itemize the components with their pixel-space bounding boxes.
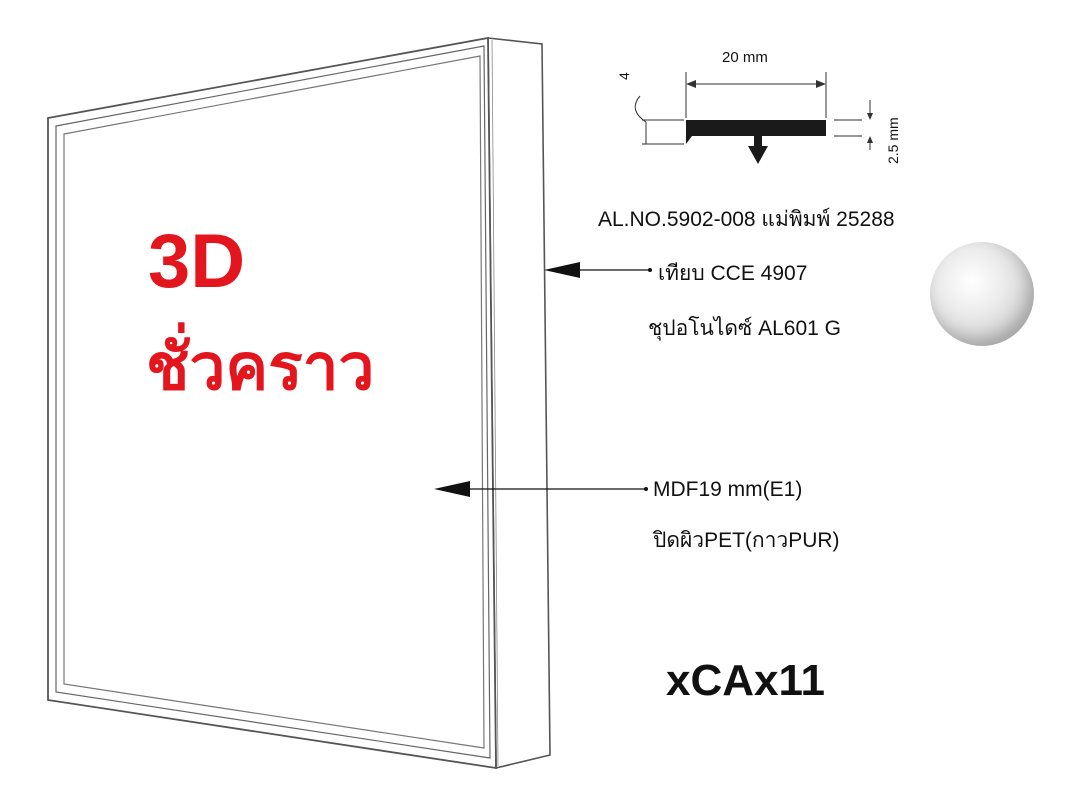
rail-leader-arrow <box>544 262 652 278</box>
frame-outer <box>47 36 497 770</box>
rail-spec-line1: เทียบ CCE 4907 <box>658 262 808 285</box>
headline-temporary: ชั่วคราว <box>146 331 375 405</box>
profile-model-label: AL.NO.5902-008 แม่พิมพ์ 25288 <box>598 208 895 231</box>
profile-height-label: 2.5 mm <box>885 117 901 164</box>
rail-spec-line2: ชุปอโนไดซ์ AL601 G <box>648 317 842 340</box>
panel-spec-line1: MDF19 mm(E1) <box>653 478 803 501</box>
profile-width-label: 20 mm <box>722 49 768 66</box>
headline-3d: 3D <box>148 219 246 304</box>
frame-side-inner-edge <box>491 39 499 767</box>
profile-diagram <box>634 72 873 164</box>
panel-leader-arrow <box>434 481 648 497</box>
frame-inner <box>63 55 485 749</box>
frame-rim <box>55 45 491 759</box>
product-code: xCAx11 <box>666 656 826 705</box>
profile-lip-label: 4 <box>616 72 632 80</box>
silver-anodized-swatch-icon <box>930 242 1034 346</box>
panel-spec-line2: ปิดผิวPET(กาวPUR) <box>653 529 840 552</box>
